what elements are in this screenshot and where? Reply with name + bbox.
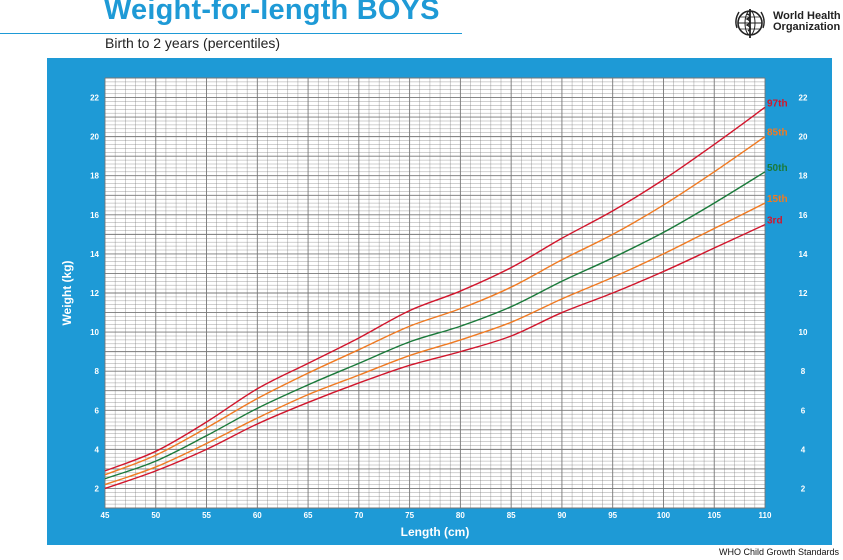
y-tick-left: 6 [95, 406, 100, 415]
curve-3rd [104, 223, 766, 490]
y-tick-left: 10 [90, 328, 99, 337]
y-tick-left: 4 [95, 445, 100, 454]
y-tick-right: 18 [799, 172, 808, 181]
percentile-curves [104, 106, 766, 490]
y-axis-label: Weight (kg) [60, 260, 74, 325]
y-tick-left: 22 [90, 94, 99, 103]
x-axis-label: Length (cm) [401, 525, 470, 539]
y-tick-right: 8 [801, 367, 806, 376]
x-tick: 90 [557, 511, 566, 520]
x-tick: 75 [405, 511, 414, 520]
y-tick-right: 14 [799, 250, 808, 259]
x-tick: 95 [608, 511, 617, 520]
x-tick: 60 [253, 511, 262, 520]
x-tick: 55 [202, 511, 211, 520]
x-tick: 105 [708, 511, 722, 520]
who-emblem-icon [735, 9, 765, 38]
x-tick: 45 [101, 511, 110, 520]
y-tick-right: 16 [799, 211, 808, 220]
y-tick-left: 12 [90, 289, 99, 298]
y-tick-right: 4 [801, 445, 806, 454]
who-name-line2: Organization [773, 21, 841, 33]
y-tick-right: 12 [799, 289, 808, 298]
grid-minor [105, 78, 765, 508]
x-tick: 65 [304, 511, 313, 520]
x-tick: 80 [456, 511, 465, 520]
y-tick-right: 22 [799, 94, 808, 103]
y-tick-left: 18 [90, 172, 99, 181]
x-tick: 85 [507, 511, 516, 520]
y-tick-right: 20 [799, 133, 808, 142]
x-tick: 100 [657, 511, 671, 520]
curve-15th [104, 202, 766, 486]
footer-source: WHO Child Growth Standards [718, 547, 839, 557]
x-tick: 70 [354, 511, 363, 520]
percentile-labels: 3rd 15th 50th 85th 97th [767, 98, 788, 226]
y-tick-left: 8 [95, 367, 100, 376]
title-rule [0, 33, 462, 34]
x-tick: 50 [151, 511, 160, 520]
who-name-line1: World Health [773, 10, 841, 22]
y-tick-left: 14 [90, 250, 99, 259]
label-3rd: 3rd [767, 216, 783, 227]
y-tick-right: 10 [799, 328, 808, 337]
y-tick-right: 2 [801, 484, 806, 493]
curve-85th [104, 136, 766, 476]
y-tick-left: 2 [95, 484, 100, 493]
curve-50th [104, 171, 766, 480]
who-logo: World Health Organization [733, 6, 841, 40]
y-tick-left: 16 [90, 211, 99, 220]
x-tick: 110 [759, 511, 772, 520]
page-title: Weight-for-length BOYS [104, 0, 440, 26]
y-tick-right: 6 [801, 406, 806, 415]
curve-97th [104, 106, 766, 472]
label-97th: 97th [767, 98, 788, 109]
label-15th: 15th [767, 194, 788, 205]
y-tick-left: 20 [90, 133, 99, 142]
grid-major [104, 77, 766, 509]
label-50th: 50th [767, 163, 788, 174]
label-85th: 85th [767, 128, 788, 139]
page-subtitle: Birth to 2 years (percentiles) [105, 35, 281, 51]
